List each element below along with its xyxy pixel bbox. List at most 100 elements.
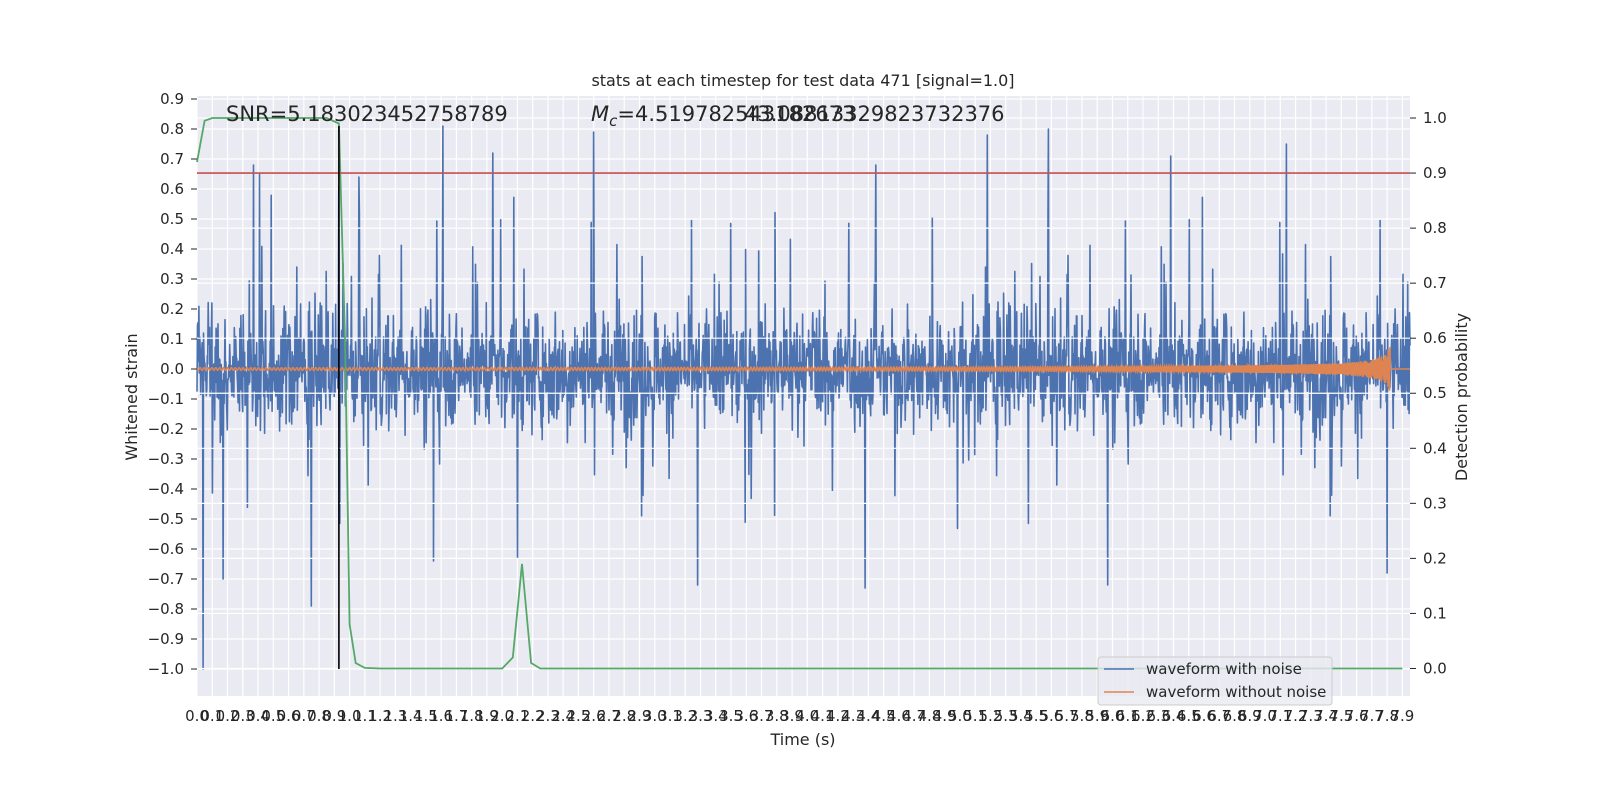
x-tick-label: 7.3 [1299, 707, 1323, 725]
x-tick-label: 4.6 [887, 707, 911, 725]
y-tick-label: −0.7 [148, 570, 184, 588]
x-tick-label: 1.8 [460, 707, 484, 725]
y-axis-ticks: 0.9 0.8 0.7 0.6 0.5 0.4 0.3 0.2 0.1 0.0 −0.1 −0.2 −0… [148, 90, 197, 678]
y-tick-label: 0.6 [160, 180, 184, 198]
x-tick-label: 4.1 [811, 707, 835, 725]
x-tick-label: 6.7 [1207, 707, 1231, 725]
y-axis-label: Whitened strain [122, 333, 141, 460]
y2-tick-label: 0.4 [1423, 439, 1447, 457]
x-tick-label: 7.1 [1268, 707, 1292, 725]
x-tick-label: 6.4 [1162, 707, 1186, 725]
x-tick-label: 6.5 [1177, 707, 1201, 725]
x-tick-label: 2.9 [628, 707, 652, 725]
legend-label-noise: waveform with noise [1146, 660, 1302, 678]
y-tick-label: 0.5 [160, 210, 184, 228]
y-tick-label: 0.1 [160, 330, 184, 348]
x-tick-label: 1.5 [414, 707, 438, 725]
x-tick-label: 5.3 [994, 707, 1018, 725]
x-axis-ticks: 0.00.10.20.30.40.50.60.70.80.91.01.11.21… [185, 707, 1414, 725]
x-tick-label: 3.0 [643, 707, 667, 725]
snr-annotation: SNR=5.183023452758789 [226, 102, 508, 126]
x-tick-label: 1.4 [399, 707, 423, 725]
x-tick-label: 5.7 [1055, 707, 1079, 725]
x-tick-label: 3.1 [658, 707, 682, 725]
x-tick-label: 6.6 [1192, 707, 1216, 725]
clean-line [196, 347, 1410, 391]
x-tick-label: 0.2 [216, 707, 240, 725]
y2-tick-label: 0.9 [1423, 164, 1447, 182]
mc-subscript: c [609, 112, 618, 130]
y-tick-label: 0.8 [160, 120, 184, 138]
x-tick-label: 5.5 [1024, 707, 1048, 725]
legend-label-clean: waveform without noise [1146, 683, 1326, 701]
x-tick-label: 5.9 [1085, 707, 1109, 725]
x-tick-label: 5.0 [948, 707, 972, 725]
x-tick-label: 7.0 [1253, 707, 1277, 725]
y-tick-label: −0.4 [148, 480, 184, 498]
probability-line [196, 117, 1403, 670]
legend: waveform with noise waveform without noi… [1097, 656, 1333, 706]
y-tick-label: 0.3 [160, 270, 184, 288]
x-tick-label: 6.8 [1223, 707, 1247, 725]
x-tick-label: 5.4 [1009, 707, 1033, 725]
x-tick-label: 2.2 [521, 707, 545, 725]
x-tick-label: 7.4 [1314, 707, 1338, 725]
y-tick-label: 0.7 [160, 150, 184, 168]
y2-axis-ticks: 1.0 0.9 0.8 0.7 0.6 0.5 0.4 0.3 0.2 0.1 0.0 [1410, 109, 1447, 677]
x-tick-label: 1.9 [475, 707, 499, 725]
x-tick-label: 2.6 [582, 707, 606, 725]
series-detection-probability [196, 117, 1403, 670]
x-tick-label: 0.3 [231, 707, 255, 725]
x-tick-label: 3.5 [719, 707, 743, 725]
x-tick-label: 4.8 [917, 707, 941, 725]
x-tick-label: 2.5 [567, 707, 591, 725]
mc-symbol: M [591, 102, 609, 126]
y-tick-label: −0.3 [148, 450, 184, 468]
y2-tick-label: 0.8 [1423, 219, 1447, 237]
x-tick-label: 1.1 [353, 707, 377, 725]
y-tick-label: −0.1 [148, 390, 184, 408]
x-tick-label: 2.7 [597, 707, 621, 725]
x-tick-label: 2.8 [612, 707, 636, 725]
x-tick-label: 3.8 [765, 707, 789, 725]
x-tick-label: 6.9 [1238, 707, 1262, 725]
mc-overlap-annotation: 43.08813329823732376 [744, 102, 1005, 126]
y2-tick-label: 0.1 [1423, 604, 1447, 622]
x-tick-label: 5.6 [1040, 707, 1064, 725]
y2-tick-label: 0.5 [1423, 384, 1447, 402]
y2-tick-label: 1.0 [1423, 109, 1447, 127]
y-tick-label: 0.4 [160, 240, 184, 258]
y-tick-label: 0.9 [160, 90, 184, 108]
x-tick-label: 1.3 [383, 707, 407, 725]
y-tick-label: −0.8 [148, 600, 184, 618]
y2-tick-label: 0.2 [1423, 549, 1447, 567]
legend-box [1097, 656, 1333, 706]
x-tick-label: 7.6 [1345, 707, 1369, 725]
x-tick-label: 1.0 [338, 707, 362, 725]
x-tick-label: 0.5 [261, 707, 285, 725]
x-tick-label: 0.8 [307, 707, 331, 725]
y2-tick-label: 0.7 [1423, 274, 1447, 292]
x-tick-label: 2.3 [536, 707, 560, 725]
chart-title: stats at each timestep for test data 471… [591, 71, 1014, 90]
x-tick-label: 5.2 [978, 707, 1002, 725]
x-axis-label: Time (s) [769, 730, 835, 749]
x-tick-label: 0.9 [322, 707, 346, 725]
y2-tick-label: 0.3 [1423, 494, 1447, 512]
x-tick-label: 6.2 [1131, 707, 1155, 725]
y-tick-label: −0.5 [148, 510, 184, 528]
y-tick-label: −0.9 [148, 630, 184, 648]
x-tick-label: 1.2 [368, 707, 392, 725]
y-tick-label: −0.2 [148, 420, 184, 438]
x-tick-label: 4.0 [795, 707, 819, 725]
x-tick-label: 6.3 [1146, 707, 1170, 725]
y2-tick-label: 0.0 [1423, 659, 1447, 677]
x-tick-label: 0.6 [277, 707, 301, 725]
x-tick-label: 4.5 [872, 707, 896, 725]
y2-tick-label: 0.6 [1423, 329, 1447, 347]
x-tick-label: 1.7 [444, 707, 468, 725]
x-tick-label: 3.3 [689, 707, 713, 725]
y2-axis-label: Detection probability [1452, 313, 1471, 481]
y-tick-label: −0.6 [148, 540, 184, 558]
